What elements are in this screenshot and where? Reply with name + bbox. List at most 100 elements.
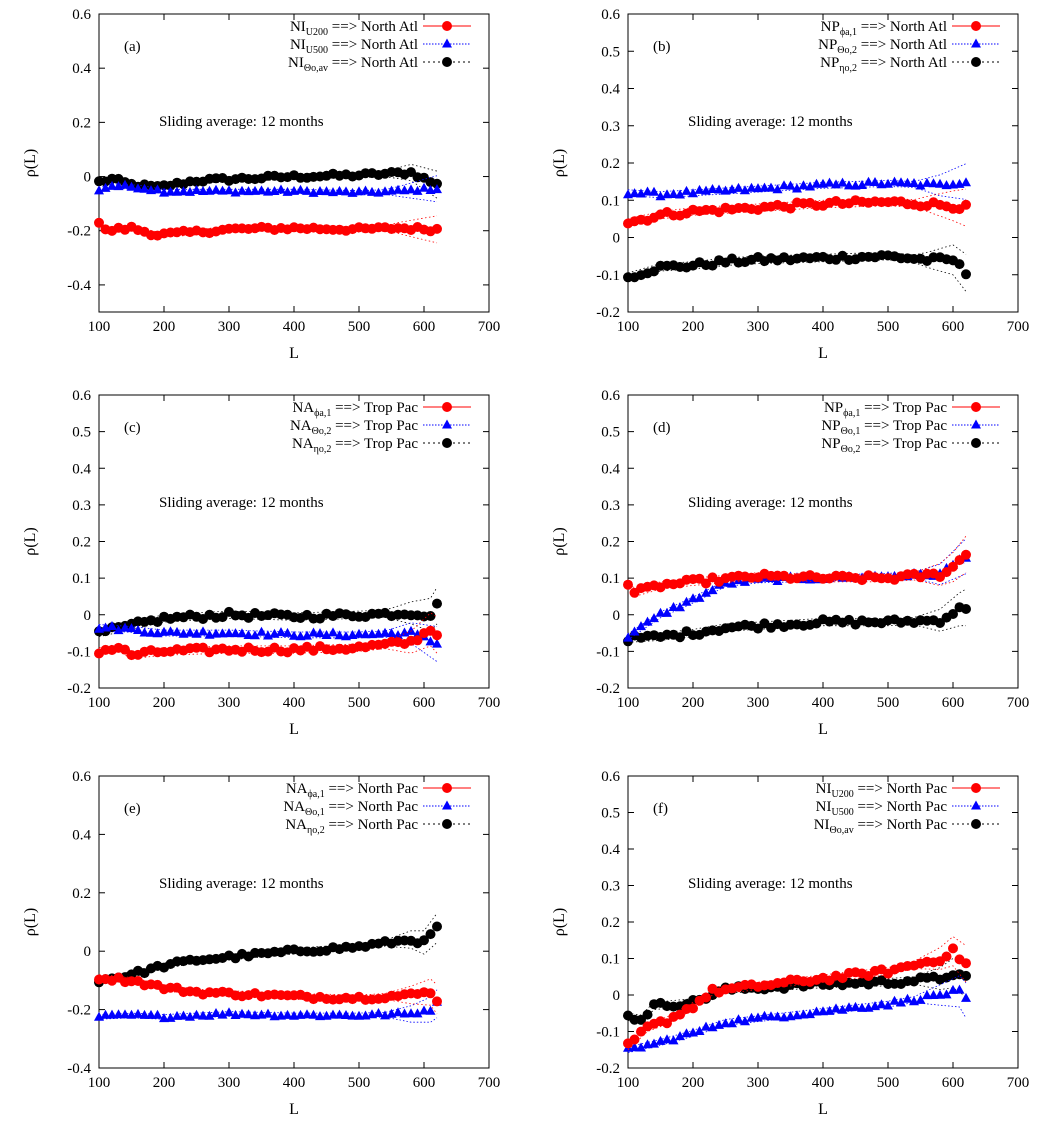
y-tick-label: 0.4	[601, 461, 620, 477]
x-tick-label: 300	[747, 1075, 770, 1091]
data-point	[733, 1014, 744, 1024]
data-point	[237, 185, 247, 195]
y-tick-label: 0.1	[601, 952, 620, 968]
data-point	[629, 188, 640, 198]
data-point	[681, 185, 692, 195]
x-axis-label: L	[289, 345, 299, 362]
data-point	[772, 1011, 783, 1021]
data-point	[139, 627, 150, 637]
data-point	[636, 1042, 646, 1052]
y-tick-label: -0.2	[596, 1061, 620, 1077]
data-point	[276, 184, 286, 194]
data-point	[334, 185, 345, 195]
data-point	[818, 1006, 828, 1016]
x-tick-label: 100	[88, 1075, 111, 1091]
data-point	[198, 186, 208, 195]
y-axis-label: ρ(L)	[22, 149, 39, 177]
y-tick-label: 0.2	[72, 886, 91, 902]
data-point	[250, 630, 260, 640]
data-point	[668, 189, 679, 198]
data-point	[889, 176, 900, 186]
data-point	[146, 1009, 156, 1019]
data-point	[876, 179, 887, 189]
data-point	[217, 185, 228, 195]
data-point	[922, 177, 932, 187]
y-tick-label: 0.6	[72, 7, 91, 23]
data-point	[837, 177, 848, 187]
data-point	[935, 178, 945, 188]
data-point	[373, 1008, 384, 1017]
data-point	[302, 185, 312, 195]
data-point	[642, 1009, 653, 1020]
data-point	[432, 921, 442, 932]
series-np-0	[623, 535, 971, 598]
data-point	[727, 1018, 737, 1028]
data-point	[419, 1005, 429, 1015]
y-tick-label: 0.3	[72, 498, 91, 514]
data-point	[668, 1035, 679, 1045]
data-point	[941, 951, 952, 962]
x-tick-label: 400	[812, 695, 835, 711]
y-tick-label: -0.2	[67, 224, 91, 240]
data-point	[393, 1007, 403, 1017]
y-tick-label: 0.4	[72, 61, 91, 77]
data-point	[909, 178, 919, 187]
data-point	[94, 217, 104, 228]
data-point	[675, 1031, 685, 1041]
series-np-1	[623, 163, 971, 201]
data-point	[237, 628, 247, 638]
data-point	[113, 625, 124, 635]
data-point	[256, 185, 267, 195]
y-tick-label: 0.5	[601, 806, 620, 822]
data-point	[198, 626, 208, 636]
data-point	[302, 630, 312, 640]
data-point	[694, 592, 705, 602]
x-tick-label: 400	[812, 1075, 835, 1091]
data-point	[308, 1009, 319, 1019]
data-point	[675, 189, 685, 199]
y-tick-label: 0.2	[72, 115, 91, 131]
data-point	[733, 182, 744, 192]
data-point	[857, 180, 867, 189]
x-tick-label: 700	[478, 1075, 501, 1091]
data-point	[341, 186, 351, 196]
x-tick-label: 200	[153, 1075, 176, 1091]
data-point	[935, 989, 945, 999]
legend-marker	[442, 819, 452, 829]
chart-panel-d: -0.2 -0.1 0 0.1 0.2 0.3 0.4 0.5 0.6 100 200 300 400 5…	[551, 388, 1029, 738]
data-point	[165, 186, 176, 196]
x-tick-label: 500	[348, 1075, 371, 1091]
series-na-2	[94, 587, 442, 638]
panel-label: (e)	[124, 801, 141, 817]
data-point	[120, 622, 130, 632]
data-point	[681, 596, 692, 606]
data-point	[399, 1008, 410, 1018]
data-point	[707, 1022, 718, 1032]
legend-entry-label: NIΘo,av ==> North Atl	[288, 55, 418, 74]
data-point	[746, 182, 757, 192]
confidence-band-lower	[627, 983, 967, 1023]
data-point	[642, 616, 653, 626]
data-point	[629, 1034, 640, 1045]
chart-panel-b: -0.2 -0.1 0 0.1 0.2 0.3 0.4 0.5 0.6 100 200 300 400 5…	[551, 7, 1029, 362]
data-point	[876, 999, 887, 1009]
x-tick-label: 400	[283, 1075, 306, 1091]
legend-marker	[442, 419, 452, 429]
legend-entry-label: NAϕa,1 ==> Trop Pac	[292, 400, 418, 419]
data-point	[113, 1009, 124, 1019]
x-tick-label: 600	[413, 695, 436, 711]
data-point	[961, 992, 971, 1002]
data-point	[263, 1008, 273, 1018]
data-point	[295, 184, 306, 194]
data-point	[406, 1008, 416, 1018]
legend-entry-label: NAϕa,1 ==> North Pac	[286, 781, 418, 800]
data-point	[694, 184, 705, 194]
data-point	[928, 990, 939, 999]
series-na-2	[94, 912, 442, 988]
data-point	[328, 627, 338, 637]
legend-marker	[971, 21, 981, 31]
data-point	[961, 269, 971, 280]
y-axis-label: ρ(L)	[551, 908, 568, 936]
y-tick-label: 0.2	[601, 156, 620, 172]
data-point	[870, 177, 880, 186]
